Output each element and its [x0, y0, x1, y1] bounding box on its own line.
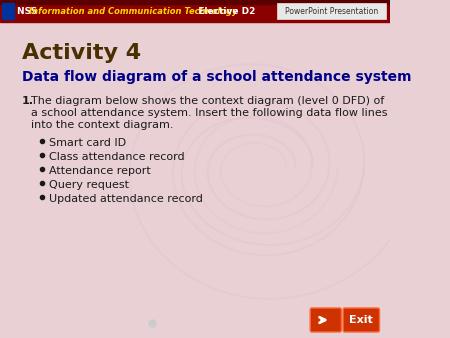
- Text: Updated attendance record: Updated attendance record: [49, 194, 202, 204]
- FancyBboxPatch shape: [310, 308, 342, 332]
- Bar: [2, 3, 14, 19]
- Text: Activity 4: Activity 4: [22, 43, 141, 63]
- Text: Class attendance record: Class attendance record: [49, 152, 184, 162]
- Bar: [277, 3, 387, 19]
- FancyBboxPatch shape: [343, 308, 379, 332]
- Text: Exit: Exit: [349, 315, 373, 325]
- Text: NSS: NSS: [18, 6, 40, 16]
- Text: Smart card ID: Smart card ID: [49, 138, 126, 148]
- Text: into the context diagram.: into the context diagram.: [31, 120, 174, 130]
- Text: Elective D2: Elective D2: [192, 6, 256, 16]
- Bar: [0, 0, 390, 22]
- Text: Information and Communication Technology: Information and Communication Technology: [29, 6, 238, 16]
- Text: Data flow diagram of a school attendance system: Data flow diagram of a school attendance…: [22, 70, 411, 84]
- Bar: [0, 0, 390, 4]
- Text: Query request: Query request: [49, 180, 129, 190]
- Text: The diagram below shows the context diagram (level 0 DFD) of: The diagram below shows the context diag…: [31, 96, 384, 106]
- Text: PowerPoint Presentation: PowerPoint Presentation: [285, 6, 378, 16]
- Text: Attendance report: Attendance report: [49, 166, 150, 176]
- Text: a school attendance system. Insert the following data flow lines: a school attendance system. Insert the f…: [31, 108, 388, 118]
- Text: 1.: 1.: [22, 96, 34, 106]
